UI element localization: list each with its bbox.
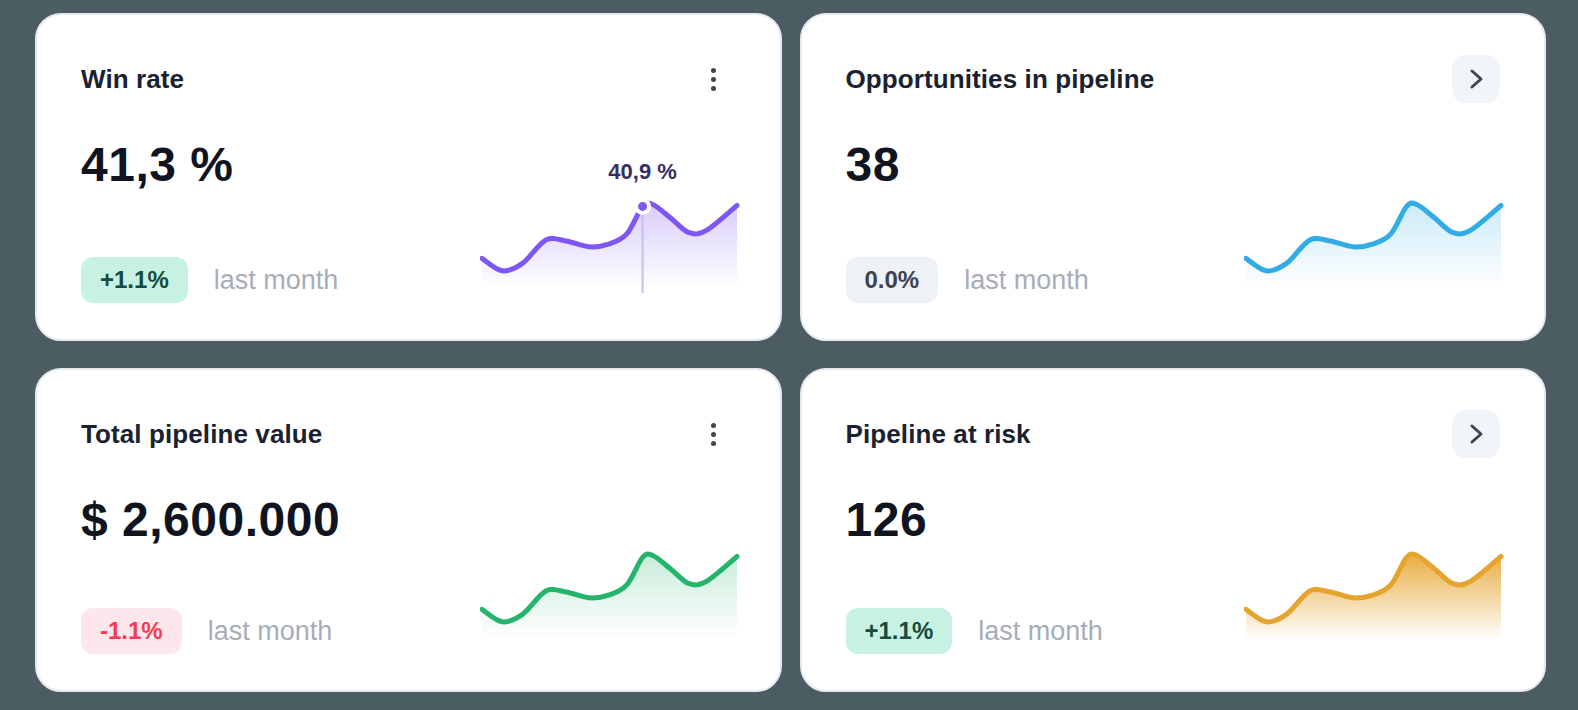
- metric-value: $ 2,600.000: [81, 492, 736, 547]
- card-opportunities-in-pipeline: Opportunities in pipeline 38 0.0% last m…: [800, 13, 1547, 341]
- card-win-rate: Win rate 41,3 % +1.1% last month 40,9 %: [35, 13, 782, 341]
- kpi-dashboard: Win rate 41,3 % +1.1% last month 40,9 % …: [0, 0, 1578, 710]
- metric-value: 126: [846, 492, 1501, 547]
- trend-row: +1.1% last month: [81, 257, 736, 303]
- card-header: Win rate: [81, 55, 736, 103]
- more-options-button[interactable]: [692, 55, 736, 103]
- open-details-button[interactable]: [1452, 55, 1500, 103]
- trend-row: 0.0% last month: [846, 257, 1501, 303]
- trend-badge: -1.1%: [81, 608, 182, 654]
- card-title: Pipeline at risk: [846, 419, 1031, 450]
- card-title: Win rate: [81, 64, 184, 95]
- metric-value: 41,3 %: [81, 137, 736, 192]
- trend-caption: last month: [214, 265, 339, 296]
- trend-row: +1.1% last month: [846, 608, 1501, 654]
- chart-marker-dot: [636, 200, 649, 213]
- card-title: Total pipeline value: [81, 419, 322, 450]
- open-details-button[interactable]: [1452, 410, 1500, 458]
- trend-caption: last month: [978, 616, 1103, 647]
- trend-caption: last month: [208, 616, 333, 647]
- more-options-button[interactable]: [692, 410, 736, 458]
- card-total-pipeline-value: Total pipeline value $ 2,600.000 -1.1% l…: [35, 368, 782, 692]
- trend-row: -1.1% last month: [81, 608, 736, 654]
- metric-value: 38: [846, 137, 1501, 192]
- card-header: Pipeline at risk: [846, 410, 1501, 458]
- trend-caption: last month: [964, 265, 1089, 296]
- card-header: Total pipeline value: [81, 410, 736, 458]
- kebab-menu-icon: [711, 423, 716, 446]
- trend-badge: +1.1%: [81, 257, 188, 303]
- chevron-right-icon: [1465, 68, 1487, 90]
- trend-badge: 0.0%: [846, 257, 939, 303]
- chevron-right-icon: [1465, 423, 1487, 445]
- card-title: Opportunities in pipeline: [846, 64, 1155, 95]
- trend-badge: +1.1%: [846, 608, 953, 654]
- card-header: Opportunities in pipeline: [846, 55, 1501, 103]
- kebab-menu-icon: [711, 68, 716, 91]
- card-pipeline-at-risk: Pipeline at risk 126 +1.1% last month: [800, 368, 1547, 692]
